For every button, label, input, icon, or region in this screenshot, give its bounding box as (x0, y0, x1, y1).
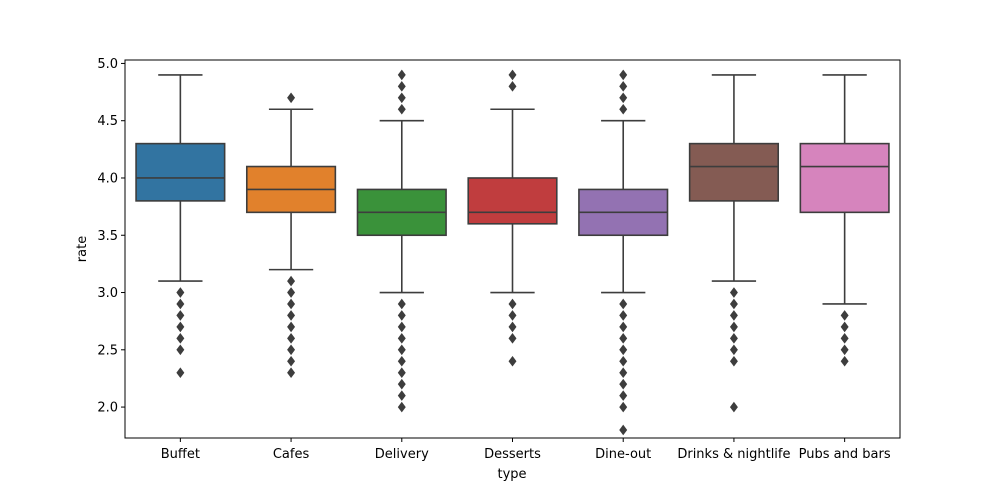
outlier-point (508, 355, 517, 367)
box-iqr (135, 142, 226, 202)
outlier-point (729, 321, 738, 333)
outlier-point (397, 355, 406, 367)
outlier-point (619, 69, 628, 81)
box-group-3 (467, 69, 558, 367)
outlier-point (397, 310, 406, 321)
x-axis-label: type (497, 467, 526, 482)
outlier-point (619, 367, 628, 379)
outlier-point (397, 321, 406, 333)
x-axis: Buffet Cafes Delivery Desserts Dine-out Drink… (161, 438, 891, 462)
y-tick-label: 2.5 (97, 343, 118, 358)
box-group-5 (688, 74, 780, 413)
outlier-point (619, 424, 628, 436)
outlier-point (508, 333, 517, 344)
outlier-point (176, 367, 185, 379)
outlier-point (729, 333, 738, 344)
box-iqr (688, 142, 780, 202)
y-tick-label: 3.0 (97, 286, 118, 301)
x-tick-label: Delivery (375, 447, 429, 462)
outlier-point (840, 321, 849, 333)
outlier-point (176, 287, 185, 298)
outlier-point (287, 355, 296, 367)
outlier-point (619, 378, 628, 390)
outlier-point (729, 298, 738, 310)
y-tick-label: 4.5 (97, 114, 118, 129)
outlier-point (619, 390, 628, 401)
marks-layer (135, 69, 890, 436)
x-tick-label: Cafes (273, 447, 310, 462)
outlier-point (729, 310, 738, 321)
box-iqr (467, 177, 558, 225)
outlier-point (729, 355, 738, 367)
outlier-point (508, 81, 517, 92)
outlier-point (397, 390, 406, 401)
box-iqr (799, 142, 890, 214)
outlier-point (840, 310, 849, 321)
y-tick-label: 4.0 (97, 171, 118, 186)
box-group-6 (799, 74, 890, 367)
x-tick-label: Desserts (484, 447, 541, 462)
outlier-point (397, 401, 406, 413)
box-group-0 (135, 74, 226, 379)
outlier-point (287, 310, 296, 321)
outlier-point (287, 275, 296, 287)
outlier-point (287, 287, 296, 298)
outlier-point (397, 344, 406, 356)
outlier-point (287, 92, 296, 104)
y-tick-label: 2.0 (97, 401, 118, 416)
outlier-point (287, 321, 296, 333)
outlier-point (729, 344, 738, 356)
x-tick-label: Drinks & nightlife (677, 447, 790, 462)
outlier-point (176, 344, 185, 356)
outlier-point (397, 378, 406, 390)
box-group-1 (245, 92, 337, 379)
outlier-point (508, 298, 517, 310)
outlier-point (619, 81, 628, 92)
outlier-point (840, 355, 849, 367)
outlier-point (508, 69, 517, 81)
outlier-point (840, 344, 849, 356)
outlier-point (397, 333, 406, 344)
outlier-point (619, 298, 628, 310)
outlier-point (287, 367, 296, 379)
outlier-point (619, 344, 628, 356)
outlier-point (619, 92, 628, 104)
outlier-point (619, 401, 628, 413)
outlier-point (840, 333, 849, 344)
outlier-point (397, 103, 406, 115)
outlier-point (176, 298, 185, 310)
outlier-point (287, 344, 296, 356)
outlier-point (397, 69, 406, 81)
outlier-point (619, 103, 628, 115)
y-axis: 2.0 2.5 3.0 3.5 4.0 4.5 5.0 (97, 57, 125, 416)
outlier-point (176, 321, 185, 333)
outlier-point (619, 333, 628, 344)
x-tick-label: Pubs and bars (799, 447, 891, 462)
outlier-point (619, 355, 628, 367)
y-tick-label: 5.0 (97, 57, 118, 72)
outlier-point (287, 333, 296, 344)
box-group-2 (356, 69, 447, 413)
outlier-point (397, 298, 406, 310)
outlier-point (176, 310, 185, 321)
y-tick-label: 3.5 (97, 229, 118, 244)
outlier-point (176, 333, 185, 344)
outlier-point (397, 81, 406, 92)
outlier-point (508, 321, 517, 333)
box-group-4 (578, 69, 669, 436)
outlier-point (287, 298, 296, 310)
x-tick-label: Dine-out (595, 447, 651, 462)
outlier-point (729, 287, 738, 298)
outlier-point (397, 367, 406, 379)
outlier-point (619, 310, 628, 321)
outlier-point (619, 321, 628, 333)
x-tick-label: Buffet (161, 447, 200, 462)
outlier-point (397, 92, 406, 104)
y-axis-label: rate (75, 236, 90, 262)
outlier-point (729, 401, 738, 413)
outlier-point (508, 310, 517, 321)
